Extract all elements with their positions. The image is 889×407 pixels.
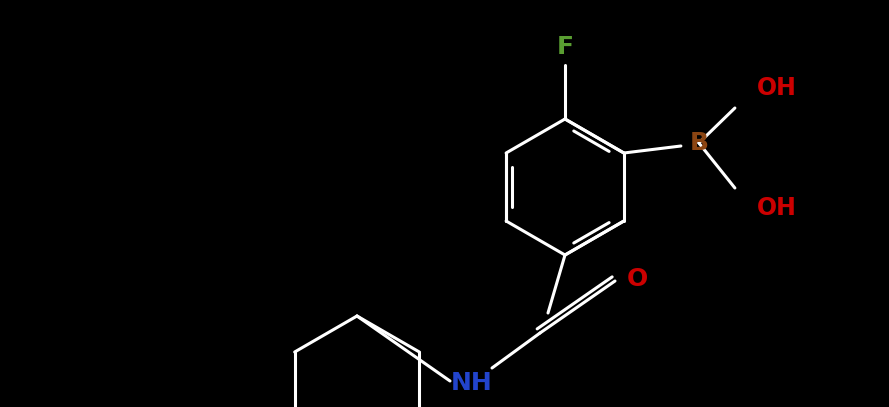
Text: NH: NH xyxy=(451,371,493,395)
Text: B: B xyxy=(689,131,709,155)
Text: OH: OH xyxy=(757,76,797,100)
Text: OH: OH xyxy=(757,196,797,220)
Text: O: O xyxy=(627,267,648,291)
Text: F: F xyxy=(557,35,573,59)
